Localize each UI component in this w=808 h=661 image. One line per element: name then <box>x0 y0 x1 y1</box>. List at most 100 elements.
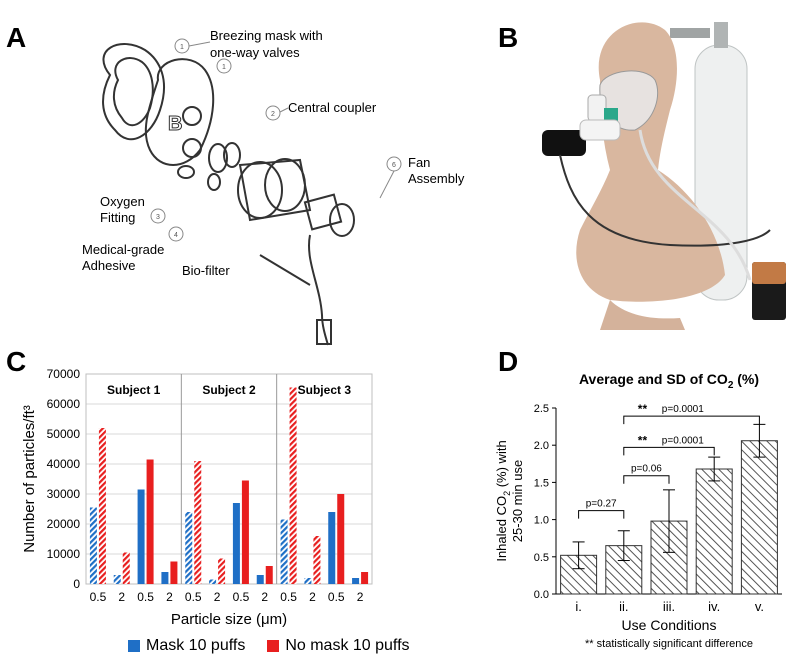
panel-letter-c: C <box>6 346 27 377</box>
ytick-c: 40000 <box>47 457 81 471</box>
chart-particles: 0 10000 20000 30000 40000 50000 60000 70000 Subj… <box>21 367 373 628</box>
sig-bracket <box>623 475 670 484</box>
panel-b-photo <box>542 22 786 330</box>
xtick-d: iv. <box>708 599 720 614</box>
xtick-c: 2 <box>309 590 316 604</box>
bar-mask <box>185 512 193 584</box>
legend-c: Mask 10 puffs No mask 10 puffs <box>128 637 410 655</box>
xtick-c: 0.5 <box>328 590 345 604</box>
sig-pvalue: p=0.0001 <box>662 404 704 415</box>
sig-bracket <box>623 446 715 456</box>
bar-mask <box>280 519 288 584</box>
xtick-d: v. <box>755 599 764 614</box>
xtick-c: 2 <box>118 590 125 604</box>
group-label: Subject 3 <box>298 383 352 397</box>
bar-mask <box>161 572 169 584</box>
group-label: Subject 2 <box>202 383 256 397</box>
panel-letter-b: B <box>498 22 519 53</box>
callout-3: 3 <box>156 214 160 221</box>
xtick-c: 2 <box>166 590 173 604</box>
xtick-c: 0.5 <box>137 590 154 604</box>
xtick-c: 0.5 <box>90 590 107 604</box>
bar-nomask <box>98 428 106 584</box>
xlabel-d: Use Conditions <box>622 617 717 633</box>
bar-nomask <box>265 566 273 584</box>
ytick-c: 0 <box>73 577 80 591</box>
callout-1: 1 <box>180 44 184 51</box>
xtick-d: iii. <box>663 599 675 614</box>
ytick-c: 30000 <box>47 487 81 501</box>
bar-nomask <box>289 387 297 584</box>
bar-mask <box>209 579 217 584</box>
svg-text:B: B <box>168 113 182 135</box>
bar-nomask <box>122 552 130 584</box>
panel-letter-a: A <box>6 22 27 53</box>
xtick-c: 0.5 <box>280 590 297 604</box>
ytick-c: 20000 <box>47 517 81 531</box>
sig-bracket <box>578 510 625 519</box>
ytick-d: 2.0 <box>534 440 549 452</box>
bar-nomask <box>337 494 345 584</box>
group-label: Subject 1 <box>107 383 161 397</box>
ytick-c: 50000 <box>47 427 81 441</box>
xtick-c: 2 <box>214 590 221 604</box>
bar-mask <box>113 575 121 584</box>
xtick-c: 0.5 <box>233 590 250 604</box>
bar-nomask <box>170 561 178 584</box>
xtick-d: ii. <box>619 599 628 614</box>
chart-co2: Average and SD of CO2 (%) 0.0 0.5 1.0 1.5 2.0… <box>494 371 782 650</box>
ylabel-d-line2: 25-30 min use <box>510 460 525 542</box>
bar-nomask <box>361 572 369 584</box>
bar-co2 <box>740 440 778 595</box>
ytick-c: 70000 <box>47 367 81 381</box>
callout-2: 2 <box>271 111 275 118</box>
bar-mask <box>352 578 360 584</box>
sig-bracket <box>623 415 760 425</box>
ytick-d: 1.5 <box>534 477 549 489</box>
chart-title-d: Average and SD of CO2 (%) <box>579 371 759 391</box>
bar-mask <box>304 578 312 584</box>
label-biofilter: Bio-filter <box>182 263 230 278</box>
ytick-d: 2.5 <box>534 403 549 415</box>
ytick-c: 60000 <box>47 397 81 411</box>
xtick-c: 2 <box>357 590 364 604</box>
bar-mask <box>328 512 336 584</box>
ylabel-c: Number of particles/ft³ <box>21 405 38 553</box>
legend-item-mask: Mask 10 puffs <box>128 637 245 655</box>
bar-nomask <box>218 558 226 584</box>
xlabel-c: Particle size (μm) <box>171 611 287 628</box>
label-fan: Fan Assembly <box>408 155 465 186</box>
bar-nomask <box>194 461 202 584</box>
sig-stars: ** <box>638 402 648 416</box>
ytick-d: 1.0 <box>534 515 549 527</box>
bar-mask <box>137 489 145 584</box>
bar-co2 <box>695 468 733 595</box>
bar-nomask <box>313 536 321 584</box>
legend-swatch-mask <box>128 640 140 652</box>
legend-swatch-nomask <box>267 640 280 652</box>
bar-nomask <box>241 480 249 584</box>
panel-letter-d: D <box>498 346 519 377</box>
callout-1b: 1 <box>222 64 226 71</box>
ytick-d: 0.5 <box>534 552 549 564</box>
label-mask: Breezing mask with one-way valves <box>210 28 323 60</box>
label-oxygen: Oxygen Fitting <box>100 194 145 225</box>
callout-4: 4 <box>174 232 178 239</box>
plot-frame-c <box>85 373 373 585</box>
label-adhesive: Medical-grade Adhesive <box>82 242 164 273</box>
xtick-c: 2 <box>261 590 268 604</box>
sig-pvalue: p=0.27 <box>586 499 617 510</box>
xtick-c: 0.5 <box>185 590 202 604</box>
bar-mask <box>256 575 264 584</box>
bar-mask <box>89 507 97 584</box>
callout-6: 6 <box>392 162 396 169</box>
sig-stars: ** <box>638 433 648 447</box>
legend-label-nomask: No mask 10 puffs <box>285 637 410 654</box>
ylabel-d: Inhaled CO2 (%) with <box>494 440 512 561</box>
panel-a-diagram: B 1 1 2 6 3 4 Breezi <box>82 28 465 346</box>
sig-pvalue: p=0.0001 <box>662 435 704 446</box>
label-coupler: Central coupler <box>288 100 377 115</box>
xtick-d: i. <box>575 599 582 614</box>
ytick-d: 0.0 <box>534 589 549 601</box>
footnote-d: ** statistically significant difference <box>585 638 753 650</box>
